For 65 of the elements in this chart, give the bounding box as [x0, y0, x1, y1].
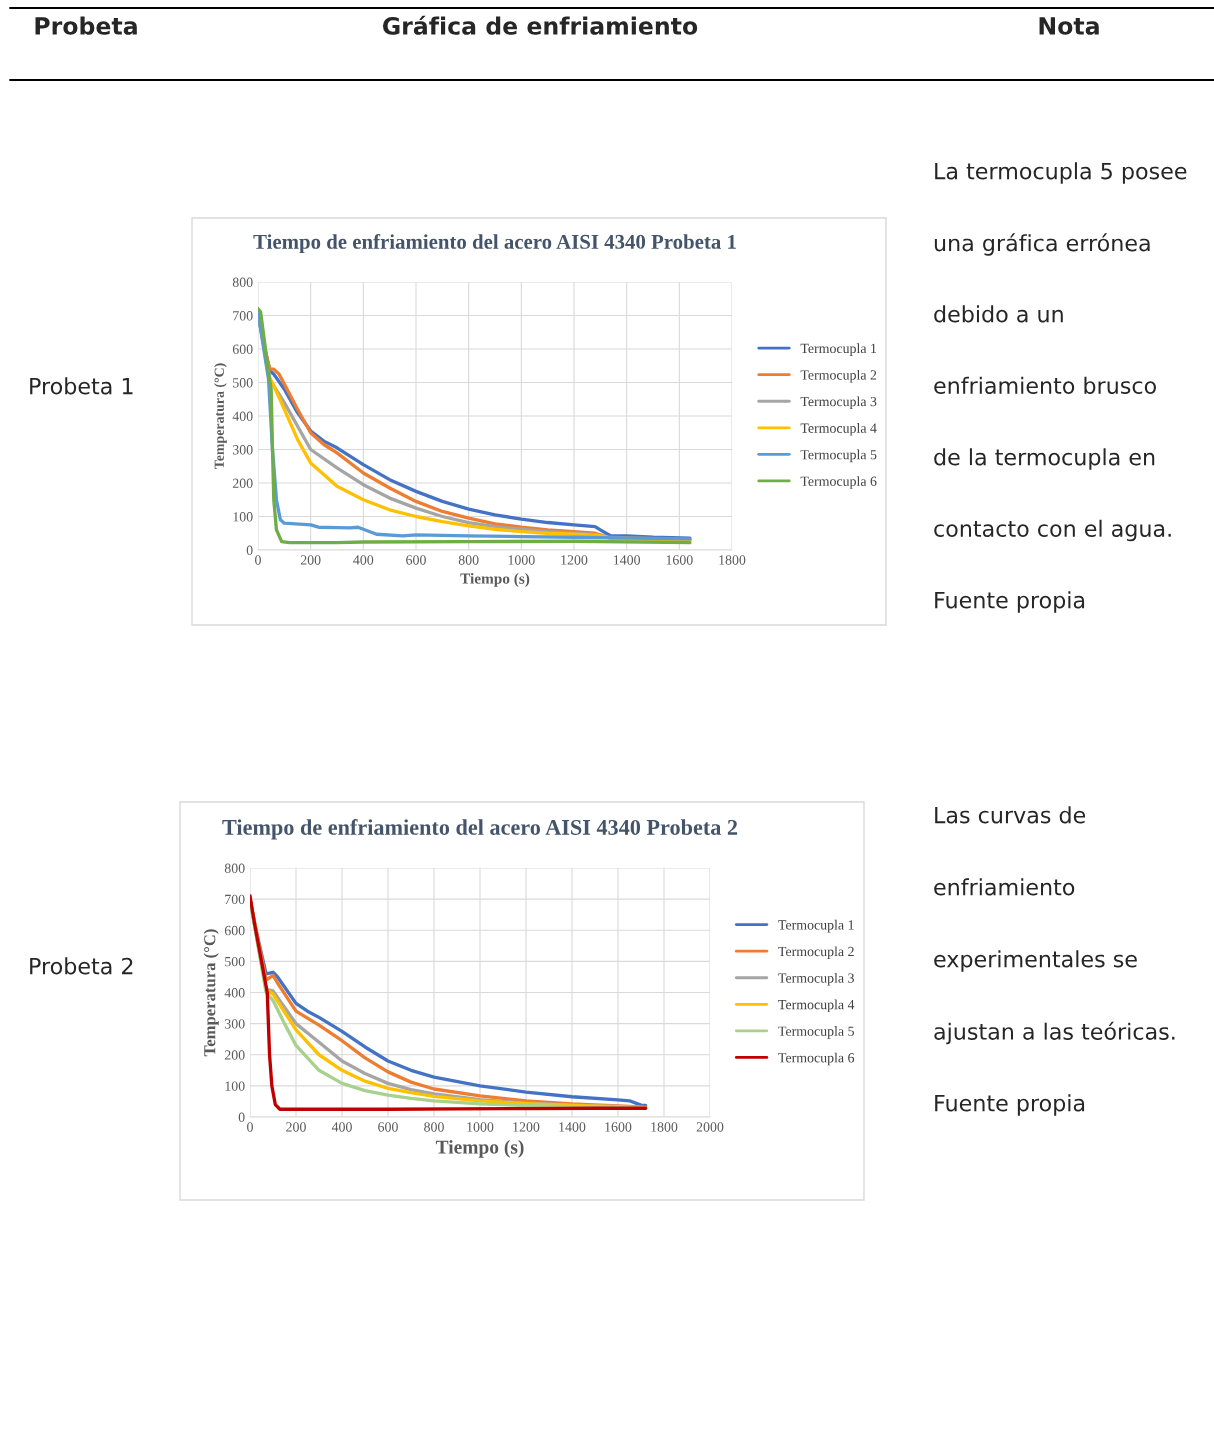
y-tick-label: 300	[224, 1019, 245, 1029]
x-tick-label: 600	[406, 555, 426, 565]
x-axis-title: Tiempo (s)	[435, 1140, 524, 1158]
y-tick-label: 600	[224, 925, 245, 936]
y-tick-label: 600	[232, 344, 253, 354]
x-tick-label: 600	[378, 1122, 398, 1132]
y-tick-label: 500	[233, 378, 253, 388]
legend-label: Termocupla 6	[778, 1052, 855, 1066]
y-tick-label: 300	[232, 445, 253, 455]
legend-label: Termocupla 1	[800, 343, 877, 356]
x-tick-label: 1200	[513, 1122, 540, 1132]
x-tick-label: 1000	[508, 555, 535, 565]
y-tick-label: 800	[232, 277, 253, 287]
text: Gráfica de enfriamiento	[382, 15, 698, 35]
y-tick-label: 200	[232, 478, 253, 488]
y-tick-label: 0	[246, 545, 253, 555]
legend-label: Termocupla 4	[778, 999, 855, 1013]
y-tick-label: 800	[224, 863, 245, 873]
y-tick-label: 200	[224, 1050, 245, 1060]
x-tick-label: 800	[458, 555, 479, 565]
x-tick-label: 0	[255, 555, 261, 565]
legend-label: Termocupla 2	[778, 946, 854, 959]
text: Nota	[1039, 17, 1099, 35]
y-tick-label: 0	[238, 1112, 245, 1122]
legend-label: Termocupla 2	[800, 369, 877, 383]
y-axis-title: Temperatura (°C)	[214, 363, 227, 470]
x-tick-label: 2000	[696, 1122, 724, 1132]
text: La termocupla 5 posee una gráfica errónea debido a un enfriamiento brusco de la termocupla en contacto con el agua.	[934, 162, 1187, 542]
legend-label: Termocupla 5	[778, 1026, 854, 1039]
chart-title: Tiempo de enfriamiento del acero AISI 4340 Probeta 1	[253, 234, 736, 254]
x-tick-label: 1800	[651, 1122, 678, 1132]
x-axis-title: Tiempo (s)	[460, 573, 530, 587]
x-tick-label: 800	[424, 1122, 444, 1132]
x-tick-label: 1400	[559, 1122, 586, 1132]
x-tick-label: 1400	[614, 555, 641, 565]
legend-label: Termocupla 3	[800, 396, 877, 410]
x-tick-label: 200	[286, 1122, 306, 1132]
text: Las curvas de enfriamiento experimentales se ajustan a las teóricas.	[934, 806, 1175, 1045]
legend-label: Termocupla 4	[800, 423, 877, 436]
legend-label: Termocupla 1	[778, 919, 854, 933]
x-tick-label: 200	[300, 555, 321, 565]
y-tick-label: 700	[233, 311, 253, 321]
y-tick-label: 100	[233, 512, 253, 522]
x-tick-label: 400	[353, 555, 374, 565]
y-tick-label: 400	[224, 988, 245, 998]
y-tick-label: 500	[225, 956, 245, 967]
x-tick-label: 1600	[605, 1122, 632, 1132]
y-tick-label: 100	[225, 1081, 245, 1091]
x-tick-label: 1200	[561, 555, 588, 565]
source-note: Fuente propia	[935, 1094, 1085, 1116]
y-axis-title: Temperatura (°C)	[203, 929, 219, 1057]
source-note: Fuente propia	[935, 591, 1085, 613]
x-tick-label: 1000	[467, 1122, 494, 1132]
legend-label: Termocupla 6	[800, 476, 877, 489]
x-tick-label: 1800	[719, 555, 746, 565]
chart-title: Tiempo de enfriamiento del acero AISI 4340 Probeta 2	[222, 819, 738, 840]
y-tick-label: 700	[225, 894, 245, 905]
text: Probeta 2	[30, 957, 133, 975]
x-tick-label: 1600	[666, 555, 693, 565]
y-tick-label: 400	[232, 411, 253, 421]
text: Probeta	[35, 16, 137, 35]
legend-label: Termocupla 3	[778, 972, 854, 986]
text: Probeta 1	[30, 377, 133, 395]
x-tick-label: 400	[331, 1122, 352, 1132]
legend-label: Termocupla 5	[800, 449, 877, 463]
